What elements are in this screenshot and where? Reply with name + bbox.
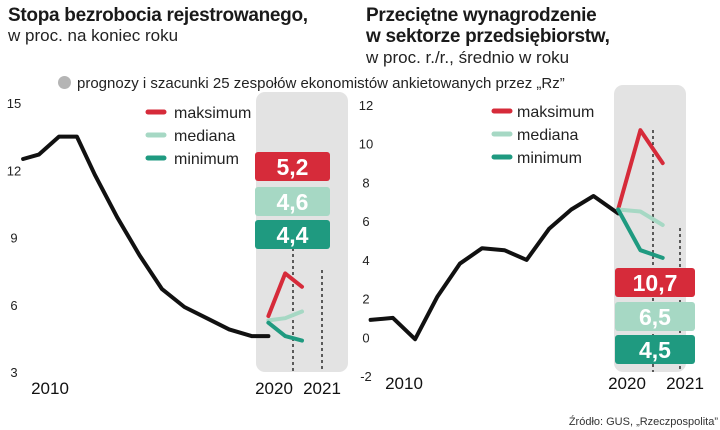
right-y-tick-label: 0: [362, 330, 369, 345]
left-x-tick-label: 2020: [255, 379, 293, 398]
right-x-tick-label: 2021: [666, 374, 704, 393]
right-series-maksimum: [616, 128, 665, 212]
left-x-tick-label: 2021: [303, 379, 341, 398]
left-value-label-maksimum: 5,2: [277, 154, 309, 180]
left-chart-title: Stopa bezrobocia rejestrowanego,: [8, 5, 308, 26]
right-y-tick-label: 2: [362, 292, 369, 307]
left-value-box-mediana: [255, 187, 330, 216]
left-y-tick-label: 15: [7, 96, 21, 111]
right-legend-label-minimum: minimum: [517, 150, 582, 167]
right-history-line: [368, 194, 621, 342]
left-legend-label-mediana: mediana: [174, 128, 235, 145]
right-value-box-maksimum: [615, 268, 695, 297]
left-history-line: [21, 134, 271, 339]
left-y-tick-label: 9: [10, 231, 17, 246]
left-series-mediana: [266, 309, 304, 323]
right-value-label-mediana: 6,5: [639, 304, 671, 330]
left-value-box-minimum: [255, 220, 330, 249]
right-series-minimum: [616, 207, 665, 260]
right-x-tick-label: 2010: [385, 374, 423, 393]
left-x-tick-label: 2010: [31, 379, 69, 398]
left-series-minimum: [266, 320, 304, 343]
right-series-mediana: [616, 207, 665, 227]
right-chart-subtitle: w proc. r./r., średnio w roku: [366, 48, 570, 67]
left-y-tick-label: 12: [7, 163, 21, 178]
source-note: Źródło: GUS, „Rzeczpospolita”: [568, 416, 718, 428]
right-legend-label-mediana: mediana: [517, 127, 578, 144]
forecast-note-text: prognozy i szacunki 25 zespołów ekonomis…: [77, 75, 565, 92]
right-value-label-maksimum: 10,7: [633, 270, 678, 296]
right-value-box-mediana: [615, 302, 695, 331]
left-chart-subtitle: w proc. na koniec roku: [8, 26, 179, 45]
forecast-dot-icon: [58, 76, 71, 89]
left-legend-label-minimum: minimum: [174, 151, 239, 168]
right-chart-title-line2: w sektorze przedsiębiorstw,: [366, 26, 610, 47]
right-legend-label-maksimum: maksimum: [517, 104, 594, 121]
left-value-label-minimum: 4,4: [277, 222, 309, 248]
right-y-tick-label: 12: [359, 98, 373, 113]
right-y-tick-label: 10: [359, 137, 373, 152]
left-series-maksimum: [266, 271, 304, 318]
forecast-note: prognozy i szacunki 25 zespołów ekonomis…: [58, 75, 565, 92]
left-legend-label-maksimum: maksimum: [174, 105, 251, 122]
right-y-tick-label: -2: [360, 369, 372, 384]
right-chart-title-line1: Przeciętne wynagrodzenie: [366, 5, 597, 26]
right-y-tick-label: 6: [362, 214, 369, 229]
right-y-tick-label: 8: [362, 175, 369, 190]
left-y-tick-label: 6: [10, 298, 17, 313]
right-value-box-minimum: [615, 335, 695, 364]
right-y-tick-label: 4: [362, 253, 369, 268]
left-value-box-maksimum: [255, 152, 330, 181]
right-x-tick-label: 2020: [608, 374, 646, 393]
left-value-label-mediana: 4,6: [277, 189, 309, 215]
left-y-tick-label: 3: [10, 365, 17, 380]
right-value-label-minimum: 4,5: [639, 337, 671, 363]
